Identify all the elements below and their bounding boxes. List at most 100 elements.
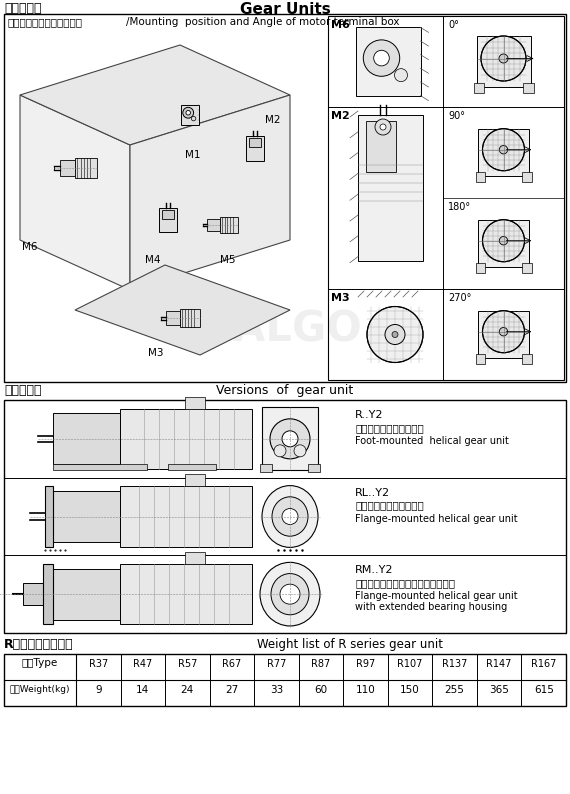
Circle shape	[270, 418, 310, 459]
Bar	[45, 486, 53, 547]
Text: 法兰安装斜齿轮减速电机: 法兰安装斜齿轮减速电机	[355, 501, 424, 511]
Bar	[522, 354, 531, 364]
Bar	[262, 407, 318, 470]
Circle shape	[367, 306, 423, 363]
Text: M4: M4	[145, 255, 161, 265]
Text: M3: M3	[331, 293, 349, 303]
Text: 60: 60	[315, 685, 328, 695]
Polygon shape	[130, 95, 290, 290]
Bar	[358, 115, 423, 260]
Circle shape	[499, 54, 508, 63]
Bar	[478, 220, 529, 268]
Text: 255: 255	[445, 685, 465, 695]
Text: 加长轴承座法兰安装的斜齿轮减速机: 加长轴承座法兰安装的斜齿轮减速机	[355, 578, 455, 588]
Text: 齿轮减速机: 齿轮减速机	[4, 2, 42, 15]
Text: 9: 9	[95, 685, 101, 695]
Circle shape	[374, 50, 389, 66]
Circle shape	[282, 431, 298, 447]
Text: 180°: 180°	[448, 202, 471, 212]
Polygon shape	[75, 265, 290, 355]
Text: Weight list of R series gear unit: Weight list of R series gear unit	[257, 638, 443, 651]
Bar	[522, 263, 531, 273]
Text: M5: M5	[220, 255, 235, 265]
Bar	[475, 354, 485, 364]
Bar	[246, 136, 264, 160]
Text: 27: 27	[225, 685, 238, 695]
Text: 615: 615	[534, 685, 553, 695]
Bar	[260, 464, 272, 472]
Bar	[43, 564, 53, 624]
Bar	[120, 486, 252, 547]
Circle shape	[294, 445, 306, 457]
Bar	[478, 310, 529, 358]
Bar	[160, 208, 177, 232]
Ellipse shape	[271, 573, 309, 615]
Bar	[23, 584, 45, 605]
Circle shape	[482, 310, 524, 353]
Text: 减速机型式: 减速机型式	[4, 384, 42, 397]
Text: M2: M2	[265, 115, 280, 125]
Text: M6: M6	[331, 20, 350, 30]
Text: 270°: 270°	[448, 293, 471, 303]
Circle shape	[499, 237, 508, 245]
Text: R167: R167	[531, 659, 556, 669]
Ellipse shape	[272, 497, 308, 536]
Text: R系列减速机重量表: R系列减速机重量表	[4, 638, 74, 651]
Bar	[366, 121, 396, 172]
Text: R37: R37	[89, 659, 108, 669]
Text: R97: R97	[356, 659, 375, 669]
Bar	[4, 654, 566, 706]
Circle shape	[192, 117, 196, 121]
Text: M3: M3	[148, 348, 164, 358]
Bar	[162, 210, 174, 219]
Bar	[474, 83, 484, 93]
Bar	[75, 158, 97, 178]
Bar	[166, 311, 180, 325]
Bar	[120, 409, 252, 469]
Text: Flange-mounted helical gear unit: Flange-mounted helical gear unit	[355, 592, 518, 601]
Bar	[185, 552, 205, 564]
Text: R137: R137	[442, 659, 467, 669]
Text: R147: R147	[486, 659, 512, 669]
Text: R67: R67	[222, 659, 242, 669]
Circle shape	[394, 68, 408, 82]
Bar	[308, 464, 320, 472]
Text: 型号Type: 型号Type	[22, 658, 58, 668]
Text: RL..Y2: RL..Y2	[355, 488, 390, 498]
Text: M1: M1	[185, 150, 201, 160]
Text: /Mounting  position and Angle of motor terminal box: /Mounting position and Angle of motor te…	[126, 17, 400, 27]
Bar	[249, 138, 261, 147]
Text: M6: M6	[22, 242, 38, 252]
Circle shape	[280, 584, 300, 604]
Bar	[180, 309, 200, 327]
Bar	[60, 160, 75, 175]
Bar	[53, 569, 120, 619]
Bar	[53, 491, 120, 542]
Text: R47: R47	[133, 659, 152, 669]
Bar	[328, 16, 564, 380]
Text: 底脚安装斜齿轮减速电机: 底脚安装斜齿轮减速电机	[355, 423, 424, 433]
Ellipse shape	[260, 562, 320, 626]
Bar	[120, 564, 252, 624]
Bar	[4, 400, 566, 633]
Text: Flange-mounted helical gear unit: Flange-mounted helical gear unit	[355, 514, 518, 524]
Ellipse shape	[262, 486, 318, 547]
Text: with extended bearing housing: with extended bearing housing	[355, 603, 507, 612]
Text: Versions  of  gear unit: Versions of gear unit	[217, 384, 353, 397]
Text: R77: R77	[267, 659, 286, 669]
Circle shape	[380, 124, 386, 130]
Bar	[207, 218, 220, 231]
Text: 110: 110	[356, 685, 376, 695]
Text: 14: 14	[136, 685, 149, 695]
Text: 365: 365	[489, 685, 509, 695]
Text: 90°: 90°	[448, 111, 465, 121]
Polygon shape	[20, 45, 290, 145]
Text: 重量Weight(kg): 重量Weight(kg)	[10, 685, 70, 694]
Circle shape	[183, 107, 194, 118]
Circle shape	[482, 220, 524, 262]
Circle shape	[482, 129, 524, 171]
Bar	[356, 27, 421, 95]
Bar	[475, 263, 485, 273]
Text: 33: 33	[270, 685, 283, 695]
Bar	[522, 172, 531, 182]
